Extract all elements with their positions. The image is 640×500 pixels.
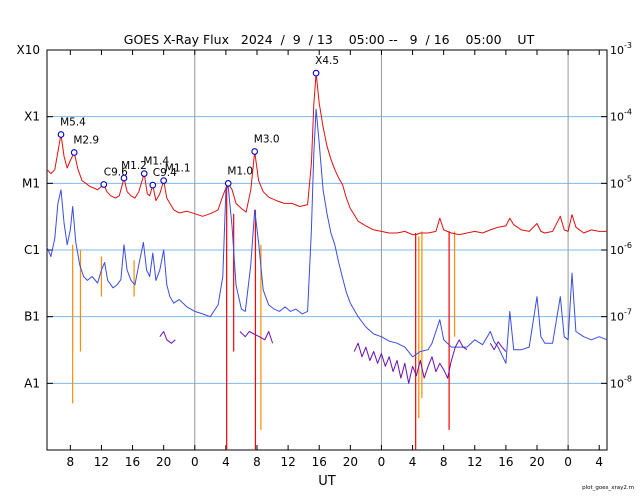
flux-series-line-2 — [46, 108, 608, 364]
flare-marker — [57, 131, 65, 138]
flare-class-label: X10 — [17, 43, 41, 57]
x-tick-label: 0 — [191, 455, 199, 469]
flare-marker — [140, 170, 148, 177]
flare-label: M3.0 — [254, 134, 280, 146]
flare-marker — [312, 69, 320, 77]
flux-tick-label: 10-3 — [610, 41, 632, 57]
flux-series-line-1 — [46, 72, 607, 236]
chart-title: GOES X-Ray Flux 2024 / 9 / 13 05:00 -- 9… — [124, 32, 535, 47]
x-axis-label: UT — [318, 474, 336, 489]
x-axis-ticks: 8 12 16 20 0 4 8 12 16 20 0 4 8 12 16 20 0 4 — [67, 50, 603, 469]
x-tick-label: 8 — [67, 455, 75, 469]
x-tick-label: 16 — [125, 455, 140, 469]
flux-tick-label: 10-5 — [610, 174, 632, 190]
x-tick-label: 12 — [467, 455, 482, 469]
x-tick-label: 0 — [378, 455, 386, 469]
flare-class-label: M1 — [22, 176, 40, 190]
flare-marker — [100, 181, 108, 188]
x-tick-label: 20 — [529, 455, 544, 469]
x-tick-label: 12 — [94, 455, 109, 469]
x-tick-label: 20 — [156, 455, 171, 469]
x-tick-label: 16 — [312, 455, 327, 469]
flare-label: M1.0 — [227, 165, 253, 177]
flare-class-label: C1 — [24, 243, 40, 257]
x-tick-label: 4 — [409, 455, 417, 469]
flux-tick-label: 10-6 — [610, 241, 632, 257]
flux-tick-label: 10-7 — [610, 308, 632, 324]
x-tick-label: 16 — [498, 455, 513, 469]
flare-label: M1.4 — [143, 156, 169, 168]
flare-class-label: X1 — [24, 110, 40, 124]
flare-label: X4.5 — [315, 55, 339, 67]
horizontal-gridlines — [47, 116, 607, 384]
x-tick-label: 8 — [253, 455, 261, 469]
flux-tick-label: 10-8 — [610, 374, 632, 390]
flare-markers: M5.4M2.9C9.6M1.2M1.4C9.4M1.1 M1.0M3.0X4.5 — [57, 55, 339, 189]
flux-series-line-3 — [159, 331, 507, 384]
day-boundary-lines — [194, 50, 569, 450]
flare-label: M2.9 — [73, 135, 99, 147]
flare-label: M5.4 — [60, 117, 86, 129]
flare-class-label: A1 — [24, 376, 40, 390]
plot-credit: plot_goes_xray2.m — [582, 485, 634, 491]
flare-marker — [149, 181, 157, 189]
data-gap-spikes — [72, 186, 456, 450]
flare-marker — [251, 148, 259, 155]
flux-series — [46, 72, 608, 384]
flare-marker — [120, 174, 128, 182]
x-tick-label: 20 — [343, 455, 358, 469]
x-tick-label: 4 — [595, 455, 603, 469]
flare-marker — [224, 179, 232, 187]
flare-class-axis: X10 X1 M1 C1 B1 A1 — [17, 43, 53, 390]
flux-axis: 10-3 10-4 10-5 10-6 10-7 10-8 — [601, 41, 632, 390]
x-tick-label: 8 — [440, 455, 448, 469]
x-tick-label: 12 — [280, 455, 295, 469]
flare-label: M1.1 — [165, 163, 191, 175]
flare-marker — [160, 177, 168, 184]
flare-marker — [70, 149, 78, 156]
flare-label: M1.2 — [121, 160, 147, 172]
flux-tick-label: 10-4 — [610, 108, 632, 124]
x-tick-label: 4 — [222, 455, 230, 469]
flare-class-label: B1 — [24, 310, 40, 324]
x-tick-label: 0 — [564, 455, 572, 469]
flare-label: C9.4 — [153, 167, 177, 179]
